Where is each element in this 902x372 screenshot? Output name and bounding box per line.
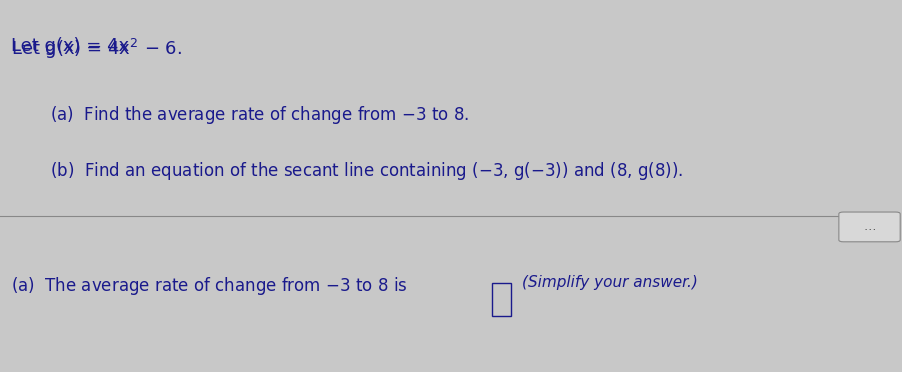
Text: Let g(x) = 4x: Let g(x) = 4x: [11, 37, 129, 55]
Text: (a)  The average rate of change from $-$3 to 8 is: (a) The average rate of change from $-$3…: [11, 275, 408, 297]
FancyBboxPatch shape: [492, 283, 511, 316]
Text: (a)  Find the average rate of change from $-$3 to 8.: (a) Find the average rate of change from…: [50, 104, 469, 126]
Text: (Simplify your answer.): (Simplify your answer.): [522, 275, 698, 290]
Text: (b)  Find an equation of the secant line containing ($-$3, g($-$3)) and (8, g(8): (b) Find an equation of the secant line …: [50, 160, 683, 182]
Text: Let g(x) = 4x$^{2}$ $-$ 6.: Let g(x) = 4x$^{2}$ $-$ 6.: [11, 37, 182, 61]
Text: Let g(x) = 4x: Let g(x) = 4x: [11, 37, 129, 55]
FancyBboxPatch shape: [839, 212, 900, 242]
Text: …: …: [863, 220, 876, 232]
